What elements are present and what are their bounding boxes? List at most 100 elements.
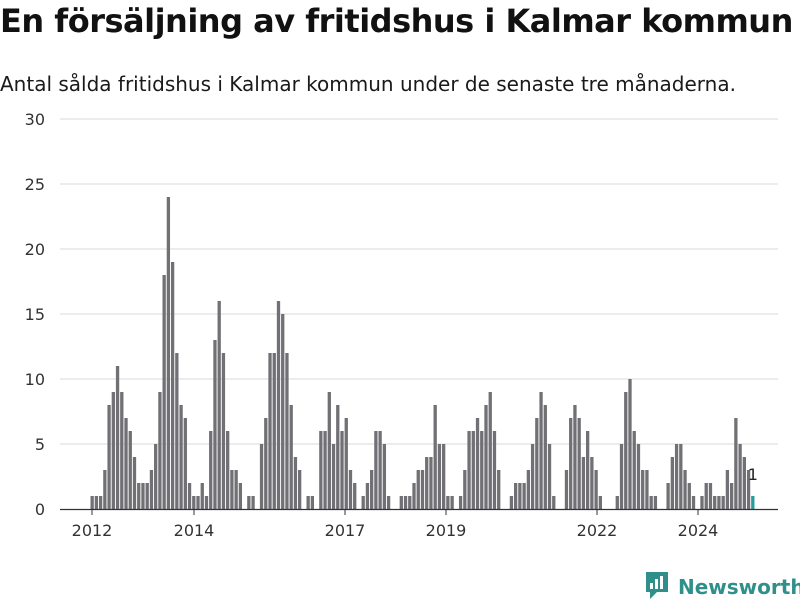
bar	[238, 483, 243, 509]
bar	[221, 353, 226, 509]
bar	[581, 457, 586, 509]
y-tick-label: 25	[25, 175, 45, 194]
bar	[742, 457, 746, 509]
bar	[670, 457, 674, 509]
bar	[145, 483, 149, 509]
bar	[276, 301, 281, 509]
bar	[492, 431, 497, 509]
bar	[467, 431, 471, 509]
bar	[700, 496, 704, 509]
y-tick-label: 20	[25, 240, 45, 259]
bar-highlight	[751, 496, 755, 509]
bar	[179, 405, 183, 509]
bar	[721, 496, 725, 509]
bar	[251, 496, 255, 509]
bar	[323, 431, 327, 509]
bar	[691, 496, 696, 509]
bar	[192, 496, 196, 509]
bar	[425, 457, 429, 509]
bars	[90, 197, 755, 509]
bar	[353, 483, 357, 509]
bar	[412, 483, 416, 509]
bar	[374, 431, 378, 509]
x-tick-label: 2012	[72, 521, 113, 540]
bar	[213, 340, 217, 509]
bar	[484, 405, 488, 509]
bar	[734, 418, 738, 509]
bar	[115, 366, 120, 509]
bar	[522, 483, 526, 509]
bar	[598, 496, 602, 509]
bar	[107, 405, 111, 509]
y-tick-label: 5	[35, 435, 45, 454]
bar	[247, 496, 251, 509]
bar	[399, 496, 403, 509]
brand-name: Newsworthy	[678, 575, 800, 599]
bar	[226, 431, 230, 509]
bar	[200, 483, 204, 509]
bar	[674, 444, 679, 509]
x-tick-label: 2022	[577, 521, 618, 540]
bar	[158, 392, 162, 509]
bar	[141, 483, 145, 509]
bar	[446, 496, 450, 509]
bar	[708, 483, 713, 509]
chart-subtitle: Antal sålda fritidshus i Kalmar kommun u…	[0, 72, 736, 96]
bar	[535, 418, 539, 509]
y-tick-label: 0	[35, 500, 45, 519]
bar	[683, 470, 687, 509]
bar	[497, 470, 501, 509]
bar	[628, 379, 632, 509]
bar	[526, 470, 531, 509]
bar	[687, 483, 691, 509]
bar	[98, 496, 103, 509]
bar	[187, 483, 192, 509]
bar	[370, 470, 374, 509]
bar	[543, 405, 547, 509]
bar	[298, 470, 302, 509]
bar	[285, 353, 289, 509]
bar	[382, 444, 387, 509]
bar	[166, 197, 171, 509]
y-tick-label: 10	[25, 370, 45, 389]
y-axis-tick-labels: 0 5 10 15 20 25 30	[25, 110, 45, 519]
bar	[547, 444, 552, 509]
bar	[649, 496, 653, 509]
bar	[378, 431, 382, 509]
bar	[204, 496, 209, 509]
bar	[234, 470, 238, 509]
bar	[137, 483, 141, 509]
x-tick-label: 2024	[678, 521, 719, 540]
bar	[518, 483, 522, 509]
bar	[264, 418, 268, 509]
bar	[564, 470, 569, 509]
bar	[268, 353, 272, 509]
bar	[259, 444, 264, 509]
bar	[450, 496, 454, 509]
last-value-label: 1	[748, 465, 758, 484]
bar	[281, 314, 285, 509]
bar	[475, 418, 480, 509]
bar	[175, 353, 179, 509]
bar	[120, 392, 124, 509]
bar	[471, 431, 475, 509]
bar	[746, 470, 751, 509]
bar	[594, 470, 598, 509]
bar	[539, 392, 543, 509]
bar	[615, 496, 619, 509]
bar	[170, 262, 175, 509]
bar	[442, 444, 446, 509]
bar	[403, 496, 408, 509]
x-tick-label: 2017	[325, 521, 366, 540]
bar	[132, 457, 137, 509]
bar	[573, 405, 577, 509]
bar	[552, 496, 556, 509]
bar	[183, 418, 187, 509]
bar	[124, 418, 128, 509]
bar	[344, 418, 348, 509]
x-axis-ticks: 2012 2014 2017 2019 2022 2024	[72, 509, 719, 540]
bar	[340, 431, 344, 509]
bar	[310, 496, 315, 509]
bar	[530, 444, 535, 509]
